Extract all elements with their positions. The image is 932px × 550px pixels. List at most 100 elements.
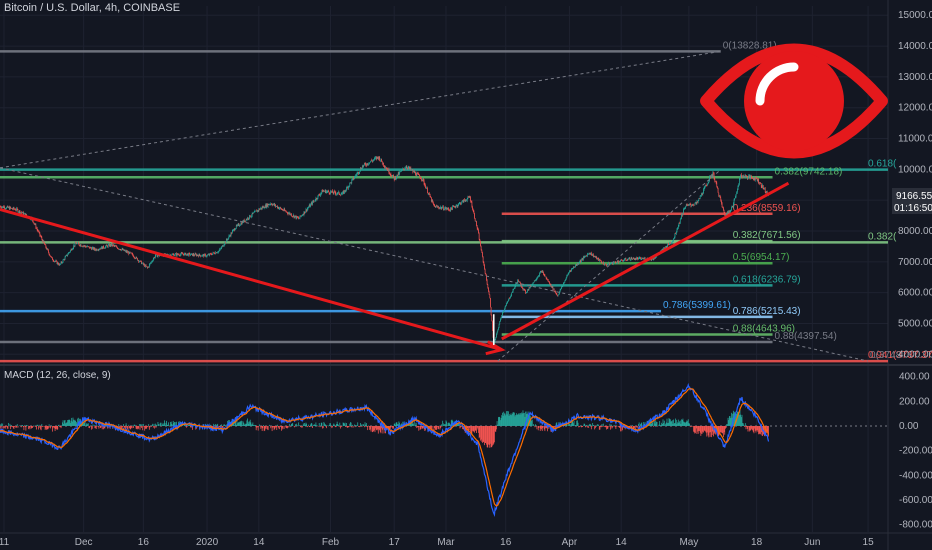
- candle-body: [477, 228, 479, 230]
- candle-body: [259, 208, 261, 210]
- candle-body: [389, 174, 391, 175]
- candle-body: [581, 258, 583, 260]
- candle-body: [200, 255, 201, 257]
- candle-body: [54, 261, 56, 262]
- candle-body: [328, 190, 329, 192]
- candle-body: [125, 250, 126, 252]
- candle-body: [440, 207, 442, 208]
- candle-body: [334, 191, 336, 194]
- candle-body: [77, 242, 79, 244]
- candle-body: [91, 248, 92, 250]
- candle-body: [283, 210, 284, 211]
- candle-body: [128, 252, 130, 254]
- candle-body: [336, 193, 338, 195]
- candle-body: [686, 204, 688, 206]
- candle-body: [2, 206, 4, 208]
- candle-body: [533, 282, 534, 283]
- candle-body: [307, 207, 309, 209]
- candle-body: [607, 264, 609, 265]
- candle-body: [685, 204, 687, 207]
- candle-body: [510, 296, 511, 299]
- candle-body: [1, 207, 3, 208]
- candle-body: [482, 256, 484, 262]
- candle-body: [662, 249, 664, 250]
- candle-body: [766, 191, 767, 193]
- candle-body: [457, 205, 459, 207]
- price-tick-label: 5000.00: [898, 318, 932, 329]
- macd-axis[interactable]: 400.00 200.00 0.00 -200.00 -400.00 -600.00 -80…: [899, 372, 932, 531]
- candle-body: [506, 302, 508, 304]
- candle-body: [682, 212, 684, 216]
- candle-body: [123, 249, 125, 251]
- candle-body: [410, 167, 412, 170]
- candle-body: [395, 177, 397, 180]
- candle-body: [409, 166, 410, 169]
- fib-trend-dashed: [0, 50, 721, 169]
- time-tick-label: Jun: [804, 537, 820, 548]
- candle-body: [488, 288, 489, 292]
- candle-body: [83, 245, 84, 247]
- candle-body: [446, 207, 448, 209]
- candle-body: [453, 206, 455, 207]
- candle-body: [496, 331, 498, 335]
- time-tick-label: 2020: [196, 537, 219, 548]
- candle-body: [559, 291, 560, 294]
- candle-body: [249, 215, 250, 219]
- candle-body: [300, 215, 301, 217]
- candle-body: [538, 275, 540, 277]
- candle-body: [707, 183, 708, 186]
- candle-body: [192, 254, 194, 256]
- macd-tick-label: -200.00: [899, 446, 932, 457]
- time-axis[interactable]: 11 Dec 16 2020 14 Feb 17 Mar 16 Apr 14 May 18 Jun 15: [0, 537, 874, 548]
- candle-body: [85, 246, 86, 248]
- candle-body: [259, 208, 260, 210]
- candle-body: [11, 208, 13, 209]
- candle-body: [508, 299, 509, 302]
- candle-body: [365, 163, 367, 166]
- candle-body: [269, 204, 271, 205]
- candle-body: [449, 209, 451, 211]
- candle-body: [556, 293, 558, 296]
- candle-body: [100, 248, 102, 250]
- candle-body: [590, 252, 592, 256]
- candle-body: [519, 282, 521, 284]
- candle-body: [746, 175, 748, 179]
- candle-body: [468, 196, 469, 198]
- candle-body: [557, 295, 558, 296]
- candle-body: [496, 334, 497, 338]
- candle-body: [674, 233, 676, 238]
- candle-body: [76, 243, 78, 245]
- candle-body: [357, 172, 359, 174]
- candle-body: [299, 215, 301, 219]
- candle-body: [740, 174, 742, 176]
- candle-body: [62, 259, 64, 263]
- candle-body: [239, 225, 240, 227]
- candle-body: [439, 207, 441, 209]
- candle-body: [385, 167, 387, 169]
- candle-body: [744, 175, 746, 177]
- candle-body: [411, 169, 412, 171]
- candle-body: [539, 273, 540, 276]
- candle-body: [718, 192, 720, 196]
- last-price: 9166.55: [896, 191, 932, 202]
- candle-body: [302, 214, 303, 216]
- candle-body: [212, 253, 213, 255]
- candle-body: [18, 210, 20, 212]
- candle-body: [608, 262, 609, 265]
- price-tick-label: 14000.00: [898, 41, 932, 52]
- candle-body: [121, 249, 122, 251]
- candle-body: [730, 209, 732, 211]
- candle-body: [176, 253, 177, 256]
- candle-body: [431, 197, 432, 202]
- candle-body: [736, 189, 738, 193]
- candle-body: [324, 190, 326, 192]
- candle-body: [188, 253, 190, 254]
- candle-body: [81, 246, 82, 247]
- candle-body: [98, 249, 100, 251]
- candle-body: [372, 160, 374, 162]
- macd-tick-label: 400.00: [899, 372, 930, 383]
- time-tick-label: May: [679, 537, 698, 548]
- candle-body: [75, 242, 77, 244]
- candle-body: [762, 185, 764, 189]
